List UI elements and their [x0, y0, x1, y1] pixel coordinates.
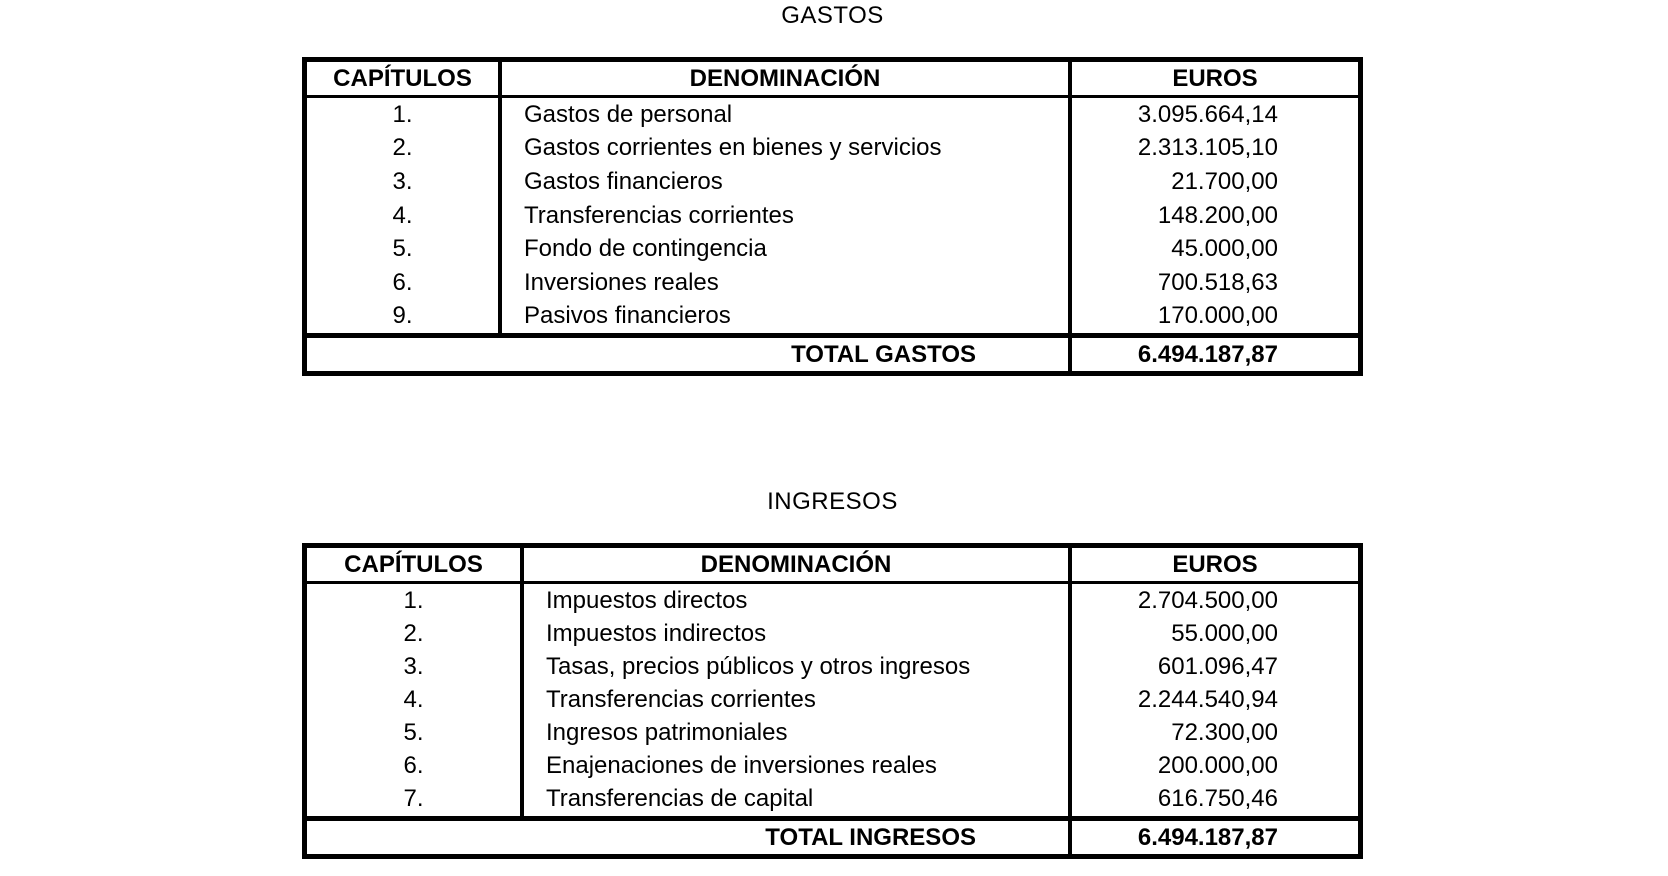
denominacion-cell: Fondo de contingencia [498, 232, 1068, 266]
ingresos-table-body: 1. Impuestos directos 2.704.500,00 2. Im… [307, 584, 1358, 816]
gastos-section-title: GASTOS [781, 2, 884, 29]
capitulo-cell: 6. [392, 268, 413, 296]
denominacion-cell: Transferencias corrientes [498, 198, 1068, 233]
capitulo-cell: 9. [392, 302, 413, 330]
euros-cell: 2.704.500,00 [1068, 584, 1358, 618]
gastos-header-row: CAPÍTULOS DENOMINACIÓN EUROS [307, 62, 1358, 98]
table-row: 3. Gastos financieros 21.700,00 [307, 165, 1358, 199]
capitulo-cell: 3. [392, 167, 413, 195]
table-row: 5. Ingresos patrimoniales 72.300,00 [307, 716, 1358, 750]
capitulo-cell: 4. [392, 201, 413, 229]
header-cell-capitulos: CAPÍTULOS [344, 550, 483, 578]
denominacion-cell: Impuestos directos [520, 584, 1068, 618]
euros-cell: 3.095.664,14 [1068, 98, 1358, 132]
euros-cell: 55.000,00 [1068, 617, 1358, 651]
header-cell-euros: EUROS [1068, 548, 1358, 581]
table-row: 1. Gastos de personal 3.095.664,14 [307, 98, 1358, 132]
euros-cell: 200.000,00 [1068, 749, 1358, 783]
euros-cell: 72.300,00 [1068, 716, 1358, 750]
denominacion-cell: Transferencias corrientes [520, 683, 1068, 717]
header-cell-denominacion: DENOMINACIÓN [498, 62, 1068, 95]
gastos-table-body: 1. Gastos de personal 3.095.664,14 2. Ga… [307, 98, 1358, 334]
table-row: 9. Pasivos financieros 170.000,00 [307, 299, 1358, 334]
denominacion-cell: Transferencias de capital [520, 782, 1068, 816]
denominacion-cell: Ingresos patrimoniales [520, 716, 1068, 750]
ingresos-total-row: TOTAL INGRESOS 6.494.187,87 [307, 816, 1358, 854]
denominacion-cell: Gastos financieros [498, 165, 1068, 199]
denominacion-cell: Enajenaciones de inversiones reales [520, 749, 1068, 783]
total-value-cell: 6.494.187,87 [1068, 821, 1358, 854]
table-row: 3. Tasas, precios públicos y otros ingre… [307, 650, 1358, 684]
ingresos-table: CAPÍTULOS DENOMINACIÓN EUROS 1. Impuesto… [302, 543, 1363, 859]
table-row: 2. Impuestos indirectos 55.000,00 [307, 617, 1358, 651]
ingresos-section-title: INGRESOS [767, 488, 898, 515]
euros-cell: 2.244.540,94 [1068, 683, 1358, 717]
header-cell-denominacion: DENOMINACIÓN [520, 548, 1068, 581]
euros-cell: 700.518,63 [1068, 265, 1358, 300]
table-row: 4. Transferencias corrientes 2.244.540,9… [307, 683, 1358, 717]
euros-cell: 170.000,00 [1068, 299, 1358, 334]
capitulo-cell: 6. [403, 752, 424, 780]
capitulo-cell: 1. [392, 100, 413, 128]
euros-cell: 2.313.105,10 [1068, 131, 1358, 166]
euros-cell: 616.750,46 [1068, 782, 1358, 816]
denominacion-cell: Gastos de personal [498, 98, 1068, 132]
header-cell-euros: EUROS [1068, 62, 1358, 95]
euros-cell: 148.200,00 [1068, 198, 1358, 233]
total-label-cell: TOTAL INGRESOS [765, 823, 976, 851]
euros-cell: 21.700,00 [1068, 165, 1358, 199]
table-row: 6. Enajenaciones de inversiones reales 2… [307, 749, 1358, 783]
table-row: 4. Transferencias corrientes 148.200,00 [307, 198, 1358, 233]
ingresos-header-row: CAPÍTULOS DENOMINACIÓN EUROS [307, 548, 1358, 584]
table-row: 5. Fondo de contingencia 45.000,00 [307, 232, 1358, 266]
total-value-cell: 6.494.187,87 [1068, 338, 1358, 371]
denominacion-cell: Gastos corrientes en bienes y servicios [498, 131, 1068, 166]
denominacion-cell: Inversiones reales [498, 265, 1068, 300]
capitulo-cell: 3. [403, 652, 424, 680]
table-row: 2. Gastos corrientes en bienes y servici… [307, 131, 1358, 166]
capitulo-cell: 2. [403, 619, 424, 647]
denominacion-cell: Pasivos financieros [498, 299, 1068, 334]
total-label-cell: TOTAL GASTOS [791, 340, 976, 368]
capitulo-cell: 4. [403, 685, 424, 713]
header-cell-capitulos: CAPÍTULOS [333, 64, 472, 92]
euros-cell: 601.096,47 [1068, 650, 1358, 684]
capitulo-cell: 7. [403, 785, 424, 813]
denominacion-cell: Impuestos indirectos [520, 617, 1068, 651]
capitulo-cell: 5. [403, 719, 424, 747]
gastos-table: CAPÍTULOS DENOMINACIÓN EUROS 1. Gastos d… [302, 57, 1363, 376]
gastos-total-row: TOTAL GASTOS 6.494.187,87 [307, 333, 1358, 371]
capitulo-cell: 2. [392, 134, 413, 162]
table-row: 7. Transferencias de capital 616.750,46 [307, 782, 1358, 816]
table-row: 1. Impuestos directos 2.704.500,00 [307, 584, 1358, 618]
capitulo-cell: 5. [392, 235, 413, 263]
denominacion-cell: Tasas, precios públicos y otros ingresos [520, 650, 1068, 684]
capitulo-cell: 1. [403, 586, 424, 614]
table-row: 6. Inversiones reales 700.518,63 [307, 265, 1358, 300]
euros-cell: 45.000,00 [1068, 232, 1358, 266]
